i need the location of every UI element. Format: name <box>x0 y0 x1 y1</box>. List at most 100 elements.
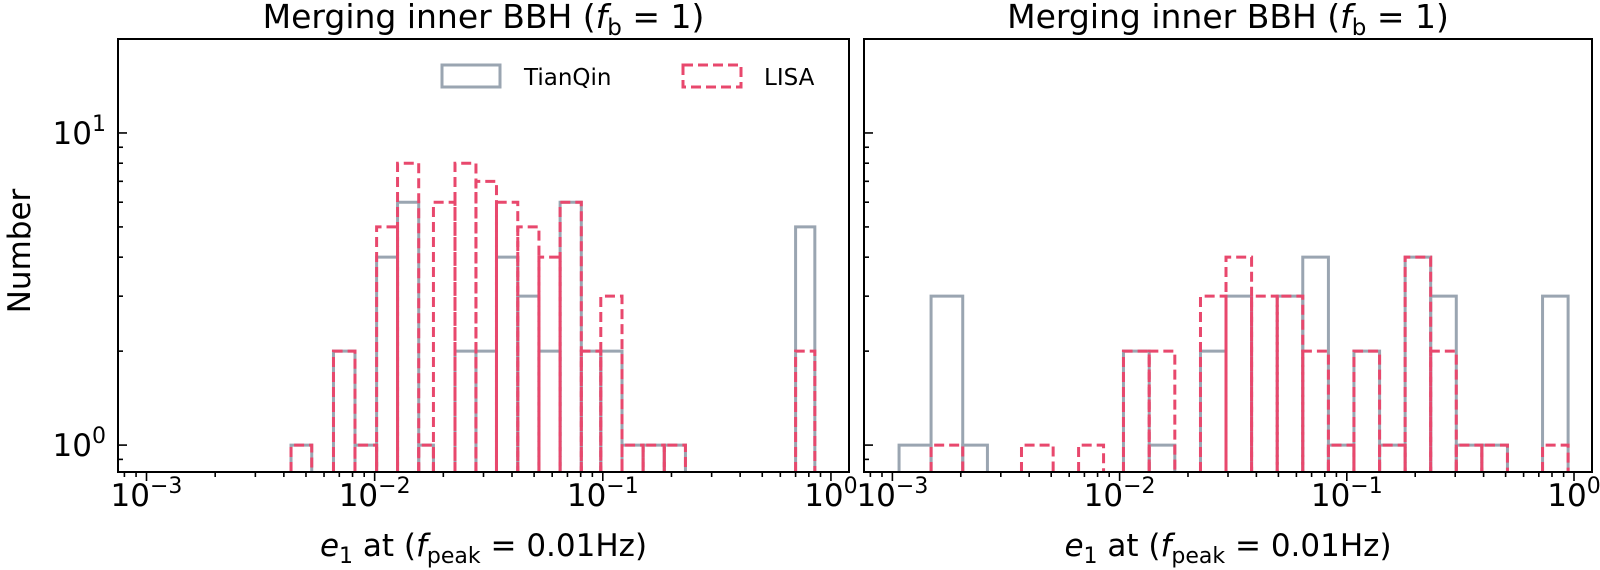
y-tick-label: 101 <box>53 112 106 152</box>
histogram-bar <box>396 200 421 472</box>
histogram-bar <box>1019 443 1055 472</box>
histogram-bar <box>1429 349 1458 472</box>
histogram-bar <box>641 443 666 472</box>
histogram-bar <box>599 294 624 472</box>
panels: 10−3 10−2 10−1 100 100 101 Merging inner BBH (… <box>53 0 1600 569</box>
histogram-bar <box>929 443 965 472</box>
x-axis-label: e1 at (fpeak = 0.01Hz) <box>1064 528 1391 569</box>
x-axis-label: e1 at (fpeak = 0.01Hz) <box>320 528 647 569</box>
histogram-bar <box>494 200 520 472</box>
histogram-bar <box>1480 443 1509 472</box>
series-lisa <box>289 161 817 472</box>
x-tick-label: 10−1 <box>567 474 639 514</box>
x-tick-label: 10−3 <box>856 474 928 514</box>
histogram-bar <box>1275 294 1305 472</box>
y-axis-label: Number <box>2 188 38 313</box>
histogram-bar <box>375 255 400 472</box>
histogram-bar <box>1403 255 1433 472</box>
legend-swatch-lisa <box>681 63 743 89</box>
histogram-bar <box>579 349 603 472</box>
histogram-bar <box>1121 349 1151 472</box>
histogram-bar <box>417 443 435 472</box>
histogram-bar <box>1147 443 1177 472</box>
histogram-bar <box>289 443 314 472</box>
histogram-bar <box>431 200 457 472</box>
histogram-bar <box>929 294 965 472</box>
histogram-bar <box>1541 294 1570 472</box>
histogram-bar <box>620 443 645 472</box>
panel-title: Merging inner BBH (fb = 1) <box>263 0 705 41</box>
histogram-bar <box>1275 294 1305 472</box>
histogram-bar <box>662 443 687 472</box>
x-tick-label: 10−3 <box>111 474 183 514</box>
histogram-bar <box>1541 443 1570 472</box>
histogram-bar <box>1198 294 1228 472</box>
histogram-bar <box>641 443 666 472</box>
histogram-bar <box>375 225 400 472</box>
histogram-bar <box>516 225 541 472</box>
x-tick-label: 100 <box>804 474 857 514</box>
histogram-bar <box>558 200 583 472</box>
legend-label-lisa: LISA <box>764 65 815 91</box>
series-tianqin <box>897 255 1570 472</box>
histogram-bar <box>599 349 624 472</box>
histogram-bar <box>417 443 435 472</box>
histogram-bar <box>1147 349 1177 472</box>
histogram-bar <box>453 349 478 472</box>
histogram-bar <box>558 200 583 472</box>
histogram-bar <box>579 349 603 472</box>
legend: TianQin LISA <box>440 63 815 91</box>
x-tick-label: 10−1 <box>1311 474 1383 514</box>
histogram-bar <box>1224 255 1254 472</box>
y-tick-label: 100 <box>53 424 106 464</box>
histogram-bar <box>620 443 645 472</box>
histogram-bar <box>453 161 478 472</box>
histogram-bar <box>289 443 314 472</box>
plot-frame <box>863 38 1593 473</box>
legend-label-tianqin: TianQin <box>523 65 611 91</box>
histogram-bar <box>1301 349 1330 472</box>
histogram-bar <box>537 255 562 472</box>
histogram-bar <box>1121 349 1151 472</box>
histogram-bar <box>474 179 498 472</box>
x-tick-label: 100 <box>1547 474 1600 514</box>
histogram-bar <box>662 443 687 472</box>
histogram-bar <box>353 443 379 472</box>
histogram-bar <box>331 349 357 472</box>
histogram-bar <box>1198 349 1228 472</box>
histogram-bar <box>1077 443 1106 472</box>
histogram-bar <box>1378 443 1407 472</box>
panel-title: Merging inner BBH (fb = 1) <box>1007 0 1449 41</box>
histogram-bar <box>516 294 541 472</box>
chart-panel-1: 10−3 10−2 10−1 100 100 101 Merging inner BBH (… <box>53 0 858 569</box>
histogram-bar <box>1301 255 1330 472</box>
histogram-bar <box>1480 443 1509 472</box>
histogram-bar <box>1454 443 1484 472</box>
chart-panel-2: 10−3 10−2 10−1 100 Merging inner BBH (fb = 1… <box>856 0 1600 569</box>
histogram-bar <box>1326 443 1356 472</box>
histogram-bar <box>474 349 498 472</box>
histogram-bar <box>794 225 817 472</box>
histogram-bar <box>331 349 357 472</box>
histogram-bar <box>1403 255 1433 472</box>
histogram-bar <box>1326 443 1356 472</box>
x-tick-label: 10−2 <box>339 474 411 514</box>
histogram-bar <box>1429 294 1458 472</box>
plot-frame <box>117 38 850 473</box>
histogram-bar <box>353 443 379 472</box>
histogram-bar <box>494 255 520 472</box>
histogram-bar <box>897 443 933 472</box>
x-tick-label: 10−2 <box>1084 474 1156 514</box>
histogram-bar <box>961 443 989 472</box>
histogram-bar <box>794 349 817 472</box>
histogram-bar <box>1224 294 1254 472</box>
legend-swatch-tianqin <box>440 63 502 89</box>
series-lisa <box>929 255 1570 472</box>
histogram-bar <box>1454 443 1484 472</box>
histogram-bar <box>1352 349 1382 472</box>
histogram-bar <box>1352 349 1382 472</box>
histogram-bar <box>537 349 562 472</box>
histogram-bar <box>1378 443 1407 472</box>
series-tianqin <box>289 200 817 472</box>
